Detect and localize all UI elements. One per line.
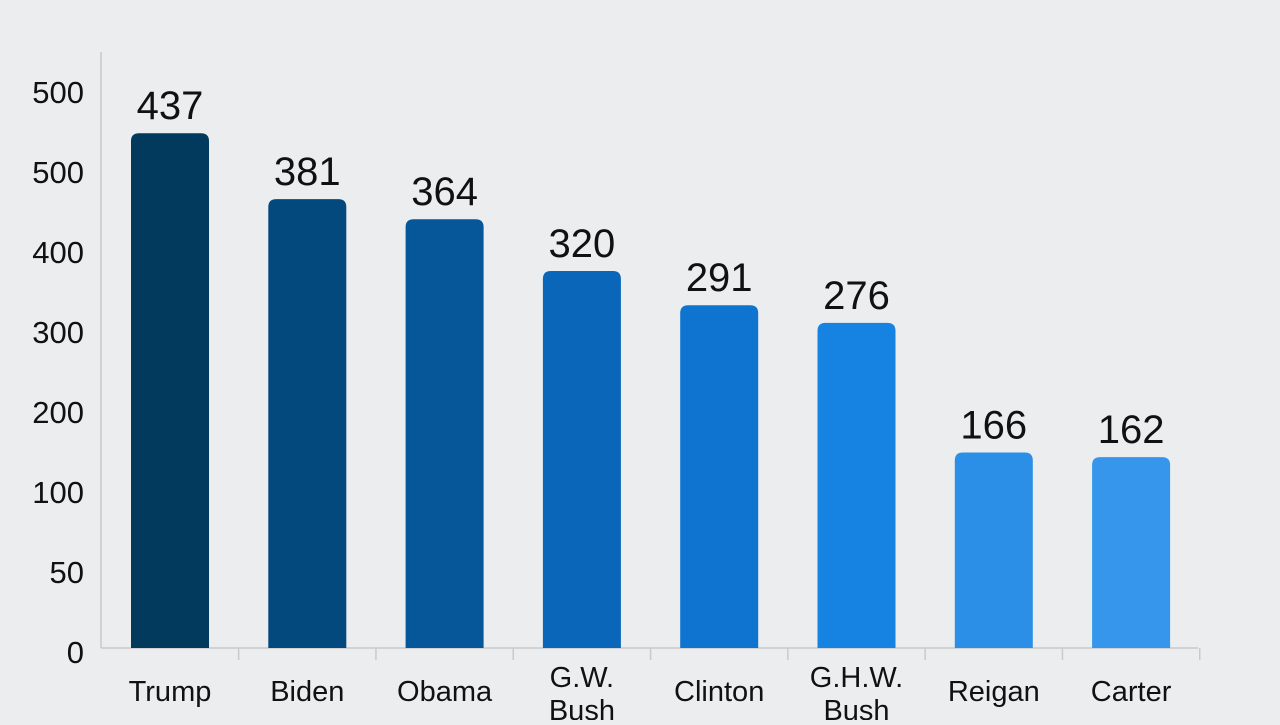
x-tick-label-line: Bush [549, 695, 615, 720]
data-label: 291 [686, 256, 753, 300]
x-tick-label: Biden [270, 676, 344, 708]
data-label: 381 [274, 150, 341, 194]
y-tick-label: 500 [32, 155, 84, 190]
bar [817, 322, 896, 648]
data-label: 162 [1098, 408, 1165, 452]
bar [1092, 457, 1171, 648]
y-tick-label: 50 [50, 555, 84, 590]
data-label: 166 [960, 403, 1027, 447]
bar [680, 305, 759, 648]
bar [131, 133, 209, 649]
bar [542, 271, 621, 648]
y-tick-label: 500 [32, 75, 84, 110]
x-tick-label: G.H.W. Bush [810, 662, 903, 720]
x-tick-label-line: G.W. [550, 662, 614, 694]
y-tick-label: 200 [32, 395, 84, 430]
x-tick-label-line: Bush [823, 695, 889, 720]
x-tick-label-line: G.H.W. [810, 662, 903, 694]
y-axis-ticks: 0 50 100 200 300 400 500 500 [32, 75, 84, 670]
bar [405, 219, 484, 648]
bars [131, 133, 1171, 649]
x-tick-label: Carter [1091, 676, 1172, 708]
x-tick-label: Obama [397, 676, 493, 708]
y-tick-label: 400 [32, 235, 84, 270]
y-tick-label: 100 [32, 475, 84, 510]
axes [100, 52, 1201, 660]
x-tick-label: Reigan [948, 676, 1040, 708]
data-label: 437 [137, 84, 204, 128]
data-label: 320 [549, 222, 616, 266]
x-tick-label: Clinton [674, 676, 764, 708]
y-tick-label: 300 [32, 315, 84, 350]
x-tick-label: Trump [129, 676, 212, 708]
data-label: 364 [411, 170, 478, 214]
data-labels: 437 381 364 320 291 276 166 162 [137, 84, 1165, 452]
x-tick-label: G.W. Bush [549, 662, 615, 720]
bar [268, 199, 347, 648]
y-tick-label: 0 [67, 635, 84, 670]
bar [954, 452, 1033, 648]
data-label: 276 [823, 274, 890, 318]
